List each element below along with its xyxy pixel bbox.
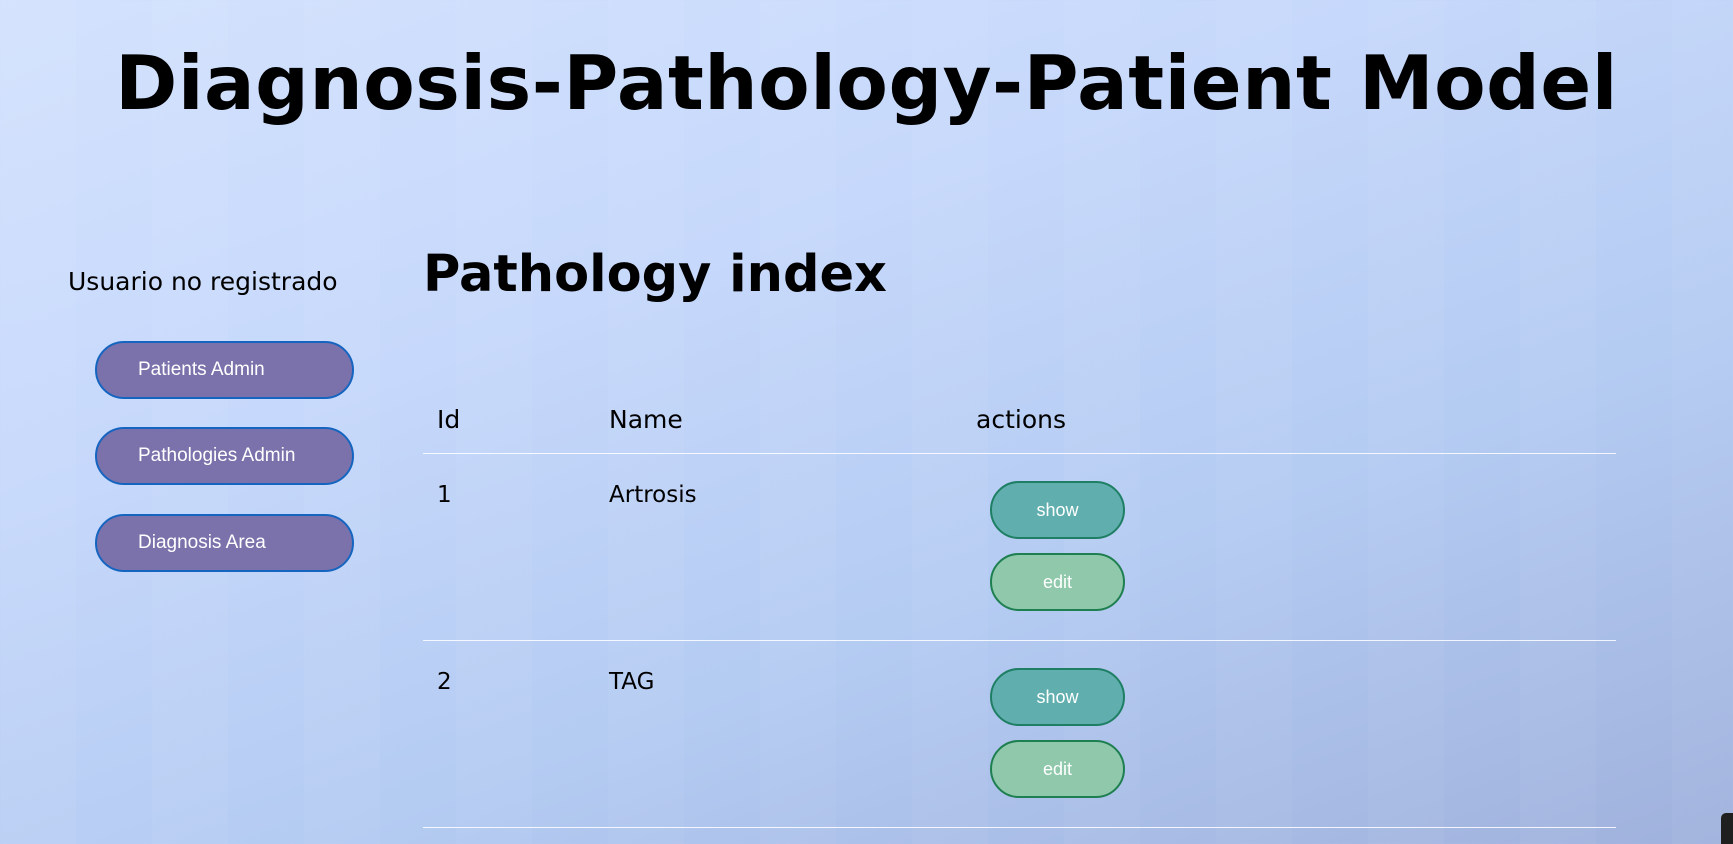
- app-title: Diagnosis-Pathology-Patient Model: [115, 39, 1618, 127]
- patients-admin-button[interactable]: Patients Admin: [95, 341, 354, 399]
- column-header-actions: actions: [976, 405, 1066, 434]
- pathology-table: Id Name actions 1 Artrosis show edit 2 T…: [423, 395, 1616, 828]
- edit-button[interactable]: edit: [990, 553, 1125, 611]
- cell-id: 1: [437, 482, 452, 508]
- show-button[interactable]: show: [990, 668, 1125, 726]
- user-status-text: Usuario no registrado: [68, 267, 338, 296]
- table-row: 1 Artrosis show edit: [423, 454, 1616, 641]
- scrollbar-thumb[interactable]: [1721, 813, 1733, 844]
- table-row: 2 TAG show edit: [423, 641, 1616, 828]
- cell-name: TAG: [609, 669, 655, 695]
- column-header-name: Name: [609, 405, 683, 434]
- edit-button[interactable]: edit: [990, 740, 1125, 798]
- diagnosis-area-button[interactable]: Diagnosis Area: [95, 514, 354, 572]
- pathologies-admin-button[interactable]: Pathologies Admin: [95, 427, 354, 485]
- table-header: Id Name actions: [423, 395, 1616, 454]
- show-button[interactable]: show: [990, 481, 1125, 539]
- page-title: Pathology index: [423, 245, 887, 304]
- cell-id: 2: [437, 669, 452, 695]
- cell-name: Artrosis: [609, 482, 697, 508]
- column-header-id: Id: [437, 405, 461, 434]
